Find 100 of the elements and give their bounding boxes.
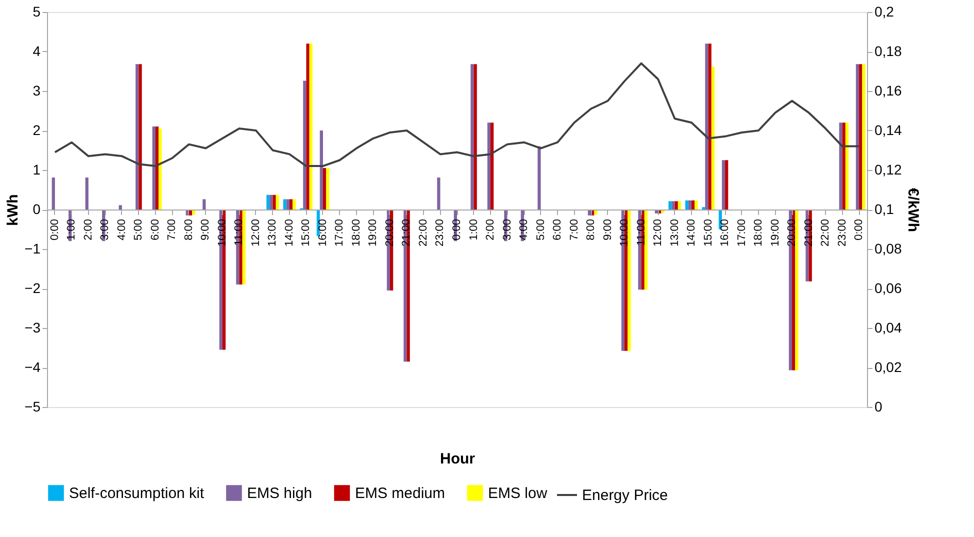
legend-label: EMS low <box>488 485 548 502</box>
bar <box>845 122 849 210</box>
bar <box>320 130 323 210</box>
legend-label: Self-consumption kit <box>69 485 205 502</box>
bar <box>283 199 286 210</box>
y2-tick-label: 0,08 <box>874 240 902 256</box>
y-tick-label: 3 <box>32 82 41 98</box>
bar <box>272 194 276 210</box>
y-tick-label: −2 <box>24 280 41 296</box>
bar <box>158 128 162 210</box>
bar <box>644 210 648 290</box>
bar <box>270 194 273 210</box>
y2-tick-label: 0,06 <box>874 280 902 296</box>
x-tick-label: 19:00 <box>367 219 380 247</box>
bar <box>795 210 798 370</box>
x-tick-label: 23:00 <box>434 219 446 247</box>
x-tick-label: 13:00 <box>266 219 279 247</box>
x-tick-label: 12:00 <box>250 219 262 247</box>
y2-tick-label: 0,04 <box>874 320 902 336</box>
bar <box>685 200 688 210</box>
x-tick-label: 10:00 <box>618 219 631 247</box>
x-tick-label: 19:00 <box>769 219 782 247</box>
bar <box>674 201 678 210</box>
x-tick-label: 7:00 <box>568 219 580 240</box>
x-tick-label: 7:00 <box>166 219 178 240</box>
bar <box>859 64 862 210</box>
bar <box>490 122 494 210</box>
x-tick-label: 4:00 <box>518 219 530 240</box>
bar <box>711 66 715 210</box>
line-series <box>54 62 860 168</box>
bar <box>52 178 55 210</box>
bar <box>692 200 695 210</box>
y-tick-label: 4 <box>32 43 41 59</box>
x-tick-label: 1:00 <box>468 219 480 240</box>
bar <box>322 168 326 210</box>
bar <box>309 44 313 210</box>
legend-label: EMS medium <box>355 485 446 502</box>
y-tick-label: −3 <box>24 320 41 336</box>
x-tick-label: 21:00 <box>400 219 413 247</box>
y2-axis-title: €/kWh <box>904 188 922 232</box>
bar <box>437 178 440 210</box>
bar <box>678 201 682 210</box>
x-tick-label: 0:00 <box>451 219 463 240</box>
bar <box>839 122 842 210</box>
y-tick-label: 2 <box>32 122 41 138</box>
y2-tick-label: 0,1 <box>874 201 894 217</box>
x-tick-label: 9:00 <box>602 219 614 240</box>
legend-label: Energy Price <box>582 487 668 504</box>
x-tick-label: 16:00 <box>719 219 732 247</box>
x-tick-label: 22:00 <box>417 219 430 247</box>
x-tick-label: 1:00 <box>66 219 78 240</box>
bar <box>242 210 246 285</box>
bar <box>292 199 296 210</box>
y-tick-label: 0 <box>32 201 41 217</box>
bar <box>688 200 692 210</box>
bar <box>694 200 698 210</box>
x-tick-label: 15:00 <box>702 219 714 247</box>
x-tick-label: 21:00 <box>802 219 815 247</box>
x-tick-label: 0:00 <box>48 219 61 240</box>
bar <box>672 201 675 210</box>
y2-tick-label: 0,2 <box>874 4 894 20</box>
bar <box>303 80 306 210</box>
x-tick-label: 6:00 <box>552 219 564 240</box>
legend-label: EMS high <box>247 485 312 502</box>
x-tick-label: 2:00 <box>484 219 497 240</box>
y-tick-label: 1 <box>32 162 41 178</box>
bar <box>862 64 866 210</box>
y-tick-label: −4 <box>24 359 41 375</box>
bar <box>202 199 206 210</box>
x-tick-label: 5:00 <box>534 219 547 240</box>
bar <box>118 205 122 210</box>
x-tick-label: 17:00 <box>334 219 346 247</box>
x-tick-label: 18:00 <box>350 219 362 247</box>
x-tick-label: 13:00 <box>668 219 681 247</box>
x-tick-label: 2:00 <box>82 219 94 240</box>
bar <box>705 44 708 210</box>
y2-tick-label: 0,12 <box>874 162 902 178</box>
y2-tick-label: 0,16 <box>874 82 902 98</box>
x-tick-label: 14:00 <box>283 219 296 247</box>
x-tick-label: 11:00 <box>233 219 246 246</box>
y2-tick-label: 0 <box>874 398 882 414</box>
bar <box>85 178 88 210</box>
bar <box>289 199 293 210</box>
x-tick-label: 12:00 <box>652 219 664 247</box>
x-tick-label: 4:00 <box>116 219 128 240</box>
y2-tick-label: 0,18 <box>874 43 902 59</box>
bar <box>487 122 491 210</box>
x-tick-label: 6:00 <box>149 219 162 240</box>
bar <box>138 64 142 210</box>
x-tick-label: 14:00 <box>686 219 698 247</box>
bar <box>725 160 728 210</box>
bar <box>152 126 156 210</box>
bar <box>266 194 270 210</box>
x-tick-label: 3:00 <box>99 219 112 240</box>
x-tick-label: 0:00 <box>853 219 866 240</box>
bar <box>136 64 139 210</box>
bar <box>538 146 541 210</box>
bar <box>326 168 330 210</box>
bar <box>628 210 631 351</box>
bar <box>474 64 477 210</box>
